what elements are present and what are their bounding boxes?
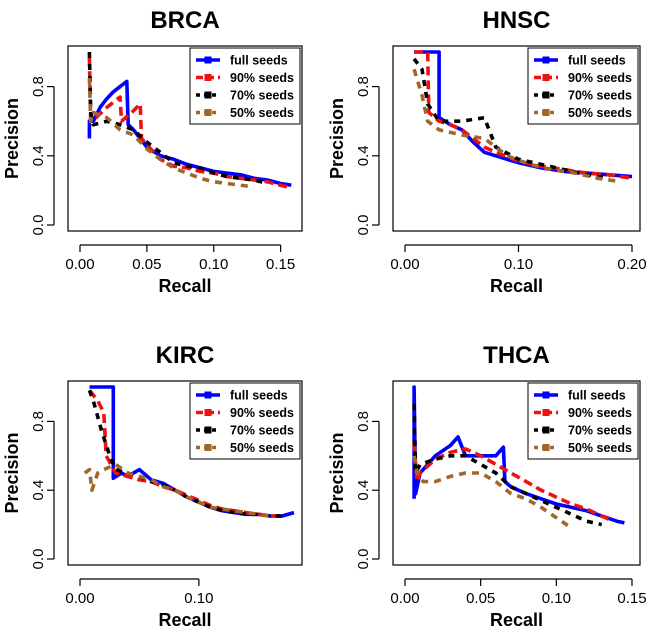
hnsc-x-axis-label: Recall xyxy=(490,276,543,296)
kirc-legend-label: full seeds xyxy=(230,389,288,403)
brca-plot-frame xyxy=(67,45,303,232)
thca-x-axis-label: Recall xyxy=(490,610,543,630)
kirc-series-50-line xyxy=(83,462,271,518)
brca-title: BRCA xyxy=(150,7,219,34)
thca-x-tick-label: 0.00 xyxy=(390,590,419,607)
hnsc-y-axis-label: Precision xyxy=(327,98,347,179)
thca-x-tick-label: 0.05 xyxy=(466,590,495,607)
brca-x-axis-label: Recall xyxy=(158,276,211,296)
hnsc-x-tick-label: 0.10 xyxy=(504,256,533,273)
hnsc-legend-label: 70% seeds xyxy=(568,89,632,103)
hnsc-legend-label: 90% seeds xyxy=(568,71,632,85)
thca-title: THCA xyxy=(483,342,550,369)
brca-legend-label: 70% seeds xyxy=(230,89,294,103)
thca-legend-marker xyxy=(542,409,550,416)
thca-legend-label: 50% seeds xyxy=(568,441,632,455)
kirc-legend-marker xyxy=(204,444,212,451)
thca-x-tick-label: 0.10 xyxy=(542,590,571,607)
thca-panel: THCA 0.00 0.05 0.10 0.15 0.0 0.4 0.8 Recall Preci… xyxy=(327,342,647,630)
thca-legend: full seeds 90% seeds 70% seeds 50% seeds xyxy=(527,382,639,460)
kirc-x-tick-label: 0.00 xyxy=(65,590,94,607)
thca-legend-label: full seeds xyxy=(568,389,626,403)
kirc-x-axis-label: Recall xyxy=(158,610,211,630)
kirc-legend: full seeds 90% seeds 70% seeds 50% seeds xyxy=(189,382,301,460)
kirc-series-90-line xyxy=(88,389,283,518)
brca-y-tick-label: 0.8 xyxy=(30,76,47,97)
kirc-title: KIRC xyxy=(156,342,215,369)
brca-legend-marker xyxy=(204,56,212,64)
hnsc-legend-marker xyxy=(542,74,550,81)
brca-legend-label: 90% seeds xyxy=(230,71,294,85)
brca-x-tick-label: 0.00 xyxy=(65,256,94,273)
thca-y-axis-label: Precision xyxy=(327,432,347,513)
thca-legend-marker xyxy=(542,391,550,399)
kirc-legend-label: 50% seeds xyxy=(230,441,294,455)
thca-y-tick-label: 0.8 xyxy=(355,411,372,432)
hnsc-legend-marker xyxy=(542,109,550,116)
brca-legend-marker xyxy=(204,74,212,81)
hnsc-x-tick-label: 0.20 xyxy=(617,256,646,273)
hnsc-legend-label: 50% seeds xyxy=(568,106,632,120)
brca-legend-label: 50% seeds xyxy=(230,106,294,120)
kirc-legend-label: 90% seeds xyxy=(230,406,294,420)
hnsc-plot-frame xyxy=(392,45,641,232)
hnsc-y-tick-label: 0.0 xyxy=(355,215,372,236)
thca-legend-marker xyxy=(542,444,550,451)
thca-legend-marker xyxy=(542,426,550,434)
thca-series-70-line xyxy=(412,404,603,527)
brca-series-70-line xyxy=(87,51,268,186)
kirc-legend-marker xyxy=(204,391,212,399)
brca-y-axis-label: Precision xyxy=(2,98,22,179)
thca-series-90-line xyxy=(412,441,611,522)
kirc-y-tick-label: 0.8 xyxy=(30,411,47,432)
hnsc-panel: HNSC 0.00 0.10 0.20 0.0 0.4 0.8 Recall Precision… xyxy=(327,7,647,296)
kirc-y-tick-label: 0.0 xyxy=(30,549,47,570)
brca-legend-label: full seeds xyxy=(230,54,288,68)
brca-y-tick-label: 0.4 xyxy=(30,145,47,166)
thca-series-50-line xyxy=(412,455,573,530)
kirc-y-axis-label: Precision xyxy=(2,432,22,513)
hnsc-legend: full seeds 90% seeds 70% seeds 50% seeds xyxy=(527,47,639,125)
brca-x-tick-label: 0.15 xyxy=(266,256,295,273)
hnsc-y-tick-label: 0.8 xyxy=(355,76,372,97)
hnsc-legend-marker xyxy=(542,56,550,64)
hnsc-x-tick-label: 0.00 xyxy=(390,256,419,273)
kirc-plot-frame xyxy=(67,380,303,566)
thca-x-tick-label: 0.15 xyxy=(617,590,646,607)
kirc-legend-marker xyxy=(204,426,212,434)
thca-legend-label: 90% seeds xyxy=(568,406,632,420)
brca-legend-marker xyxy=(204,91,212,99)
hnsc-legend-marker xyxy=(542,91,550,99)
thca-y-tick-label: 0.4 xyxy=(355,480,372,501)
brca-panel: BRCA 0.00 0.05 0.10 0.15 0.0 0.4 0.8 Recall Preci… xyxy=(2,7,303,296)
brca-x-tick-label: 0.10 xyxy=(199,256,228,273)
thca-y-tick-label: 0.0 xyxy=(355,549,372,570)
thca-plot-frame xyxy=(392,380,641,566)
brca-legend-marker xyxy=(204,109,212,116)
hnsc-title: HNSC xyxy=(482,7,550,34)
brca-legend: full seeds 90% seeds 70% seeds 50% seeds xyxy=(189,47,301,125)
kirc-y-tick-label: 0.4 xyxy=(30,480,47,501)
kirc-x-tick-label: 0.10 xyxy=(184,590,213,607)
hnsc-legend-label: full seeds xyxy=(568,54,626,68)
kirc-panel: KIRC 0.00 0.10 0.0 0.4 0.8 Recall Precision full… xyxy=(2,342,303,630)
thca-legend-label: 70% seeds xyxy=(568,424,632,438)
hnsc-y-tick-label: 0.4 xyxy=(355,145,372,166)
brca-y-tick-label: 0.0 xyxy=(30,215,47,236)
brca-series-50-line xyxy=(87,77,255,189)
brca-x-tick-label: 0.05 xyxy=(132,256,161,273)
kirc-legend-label: 70% seeds xyxy=(230,424,294,438)
kirc-legend-marker xyxy=(204,409,212,416)
